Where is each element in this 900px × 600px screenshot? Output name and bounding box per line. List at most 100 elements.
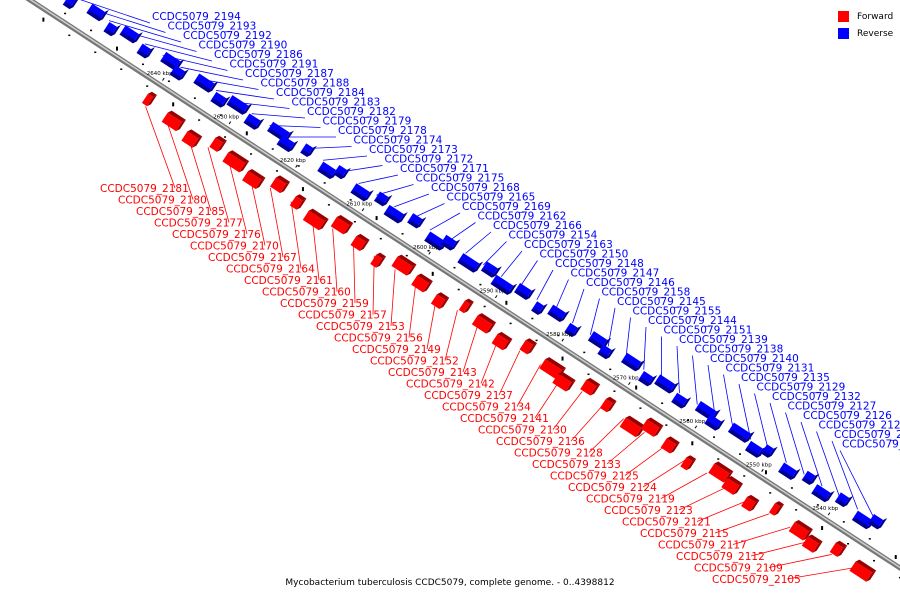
reverse-gene-label: CCDC5079_2126	[803, 410, 892, 422]
forward-callout-line	[552, 391, 583, 430]
tick-label: 2570 kbp	[613, 375, 639, 381]
tick-label: 2580 kbp	[546, 332, 572, 338]
reverse-gene	[744, 440, 767, 458]
reverse-gene-label: CCDC5079_2169	[462, 201, 551, 213]
reverse-callout-line	[839, 450, 876, 522]
forward-gene	[302, 208, 329, 231]
forward-gene	[289, 194, 307, 210]
feature-mark	[687, 419, 690, 421]
reverse-callout-line	[269, 124, 321, 128]
forward-gene	[370, 252, 387, 268]
reverse-gene	[119, 25, 143, 44]
forward-callout-line	[660, 472, 708, 499]
feature-mark	[94, 51, 97, 54]
reverse-callout-line	[738, 383, 752, 440]
tick-mark	[827, 512, 831, 516]
forward-gene-label: CCDC5079_2137	[424, 390, 513, 402]
reverse-gene	[704, 414, 726, 431]
feature-mark	[427, 249, 430, 252]
feature-mark	[743, 475, 746, 477]
forward-callout-line	[165, 119, 194, 200]
reverse-gene	[638, 371, 658, 387]
reverse-gene	[490, 274, 518, 295]
reverse-gene-label: CCDC5079_2171	[400, 163, 489, 175]
reverse-gene-label: CCDC5079_2135	[741, 372, 830, 384]
reverse-gene	[480, 261, 502, 278]
forward-callout-line	[516, 364, 541, 407]
reverse-callout-line	[769, 402, 787, 463]
reverse-callout-line	[394, 193, 430, 208]
forward-gene	[491, 331, 513, 351]
forward-callout-line	[678, 486, 728, 511]
reverse-callout-line	[91, 8, 166, 33]
forward-callout-line	[480, 337, 500, 384]
feature-mark	[375, 216, 378, 221]
feature-mark	[769, 492, 772, 494]
reverse-gene-label: CCDC5079_2188	[261, 78, 350, 90]
forward-gene	[181, 129, 203, 148]
reverse-gene-label: CCDC5079_2145	[617, 296, 706, 308]
feature-mark	[713, 436, 716, 438]
reverse-gene	[564, 322, 582, 338]
tick-label: 2590 kbp	[480, 289, 506, 295]
feature-mark	[327, 204, 330, 206]
forward-gene	[430, 292, 450, 309]
feature-mark	[167, 80, 170, 82]
feature-mark	[275, 170, 278, 172]
tick-mark	[694, 425, 698, 429]
reverse-gene-label: CCDC5079_2179	[323, 116, 412, 128]
forward-callout-line	[408, 282, 417, 338]
tick-label: 2540 kbp	[812, 506, 838, 512]
forward-gene-label: CCDC5079_2123	[604, 505, 693, 517]
feature-mark	[717, 458, 720, 460]
reverse-callout-line	[233, 101, 290, 109]
legend-forward: Forward	[838, 8, 893, 25]
reverse-callout-line	[554, 279, 569, 312]
reverse-gene	[300, 143, 317, 157]
reverse-gene	[226, 95, 253, 115]
forward-gene	[552, 371, 576, 392]
forward-gene	[660, 436, 680, 454]
gene-callouts: CCDC5079_2194CCDC5079_2193CCDC5079_2192C…	[80, 0, 900, 586]
reverse-gene-label: CCDC5079_2175	[416, 173, 505, 185]
reverse-gene-label: CCDC5079_2148	[555, 258, 644, 270]
forward-gene	[741, 494, 760, 512]
reverse-gene	[136, 43, 155, 59]
forward-callout-line	[426, 296, 438, 350]
forward-gene-label: CCDC5079_2117	[658, 540, 747, 552]
forward-gene	[519, 338, 538, 355]
forward-gene-label: CCDC5079_2141	[460, 413, 549, 425]
forward-callout-line	[624, 445, 666, 476]
feature-mark	[873, 559, 876, 562]
feature-mark	[457, 288, 460, 291]
forward-gene-label: CCDC5079_2124	[568, 482, 657, 494]
forward-gene-label: CCDC5079_2149	[352, 344, 441, 356]
feature-mark	[816, 504, 819, 506]
forward-callout-line	[462, 323, 479, 373]
feature-mark	[250, 153, 253, 155]
feature-mark	[90, 29, 93, 32]
reverse-gene	[103, 22, 121, 37]
forward-gene-label: CCDC5079_2128	[514, 448, 603, 460]
forward-callout-line	[444, 310, 458, 361]
reverse-gene-label: CCDC5079_2147	[571, 268, 660, 280]
forward-gene-label: CCDC5079_2157	[298, 310, 387, 322]
reverse-gene-label: CCDC5079_2113	[842, 439, 900, 451]
reverse-gene	[547, 304, 570, 322]
tick-mark	[628, 381, 631, 386]
reverse-gene	[62, 0, 79, 10]
forward-callout-line	[714, 513, 770, 534]
feature-mark	[453, 266, 456, 269]
forward-gene-label: CCDC5079_2105	[712, 574, 801, 586]
forward-gene-label: CCDC5079_2177	[154, 218, 243, 230]
reverse-gene-label: CCDC5079_2187	[245, 68, 334, 80]
reverse-callout-line	[126, 31, 197, 52]
feature-mark	[509, 322, 512, 325]
feature-mark	[198, 119, 201, 121]
reverse-callout-line	[816, 431, 841, 498]
genome-axis: 2640 kbp 2630 kbp 2620 kbp 2610 kbp 2600 kbp…	[25, 0, 900, 579]
strand-legend: Forward Reverse	[838, 8, 893, 42]
reverse-gene-label: CCDC5079_2186	[214, 49, 303, 61]
forward-callout-line	[353, 242, 356, 304]
forward-callout-line	[732, 526, 791, 545]
